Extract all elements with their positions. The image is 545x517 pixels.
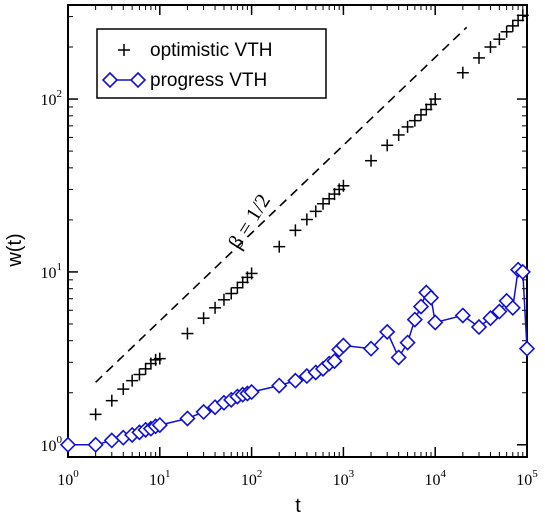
optimistic-vth-point xyxy=(408,114,421,127)
optimistic-vth-point xyxy=(484,41,497,54)
optimistic-vth-point xyxy=(300,213,313,226)
optimistic-vth-point xyxy=(181,327,194,340)
progress-vth-point xyxy=(514,263,531,281)
plot-frame xyxy=(67,4,528,458)
optimistic-vth-point xyxy=(245,267,258,280)
progress-vth-point xyxy=(427,314,444,331)
annotation-beta: β = 1/2 xyxy=(223,190,275,253)
optimistic-vth-point xyxy=(139,362,152,375)
optimistic-vth-point xyxy=(225,287,238,300)
optimistic-vth-point xyxy=(209,301,222,314)
optimistic-vth-point xyxy=(506,19,519,32)
legend-label-optimistic: optimistic VTH xyxy=(150,40,272,61)
series-optimistic-vth xyxy=(89,9,529,421)
optimistic-vth-point xyxy=(105,394,118,407)
series-progress-vth xyxy=(59,261,536,453)
y-axis-label: w(t) xyxy=(4,233,26,267)
optimistic-vth-point xyxy=(126,374,139,387)
optimistic-vth-point xyxy=(414,108,427,121)
progress-vth-point xyxy=(243,383,260,401)
legend: optimistic VTH progress VTH xyxy=(96,28,327,99)
legend-marker-optimistic xyxy=(118,44,130,56)
progress-vth-point xyxy=(491,303,508,320)
tick-labels: 100 101 102 103 104 105 100 101 102 xyxy=(41,88,539,489)
progress-vth-point xyxy=(151,416,168,434)
x-tick-label: 100 xyxy=(57,468,79,489)
optimistic-vth-point xyxy=(273,240,286,253)
optimistic-vth-point xyxy=(197,312,210,325)
progress-vth-point xyxy=(59,436,77,453)
optimistic-vth-point xyxy=(309,205,322,218)
optimistic-vth-point xyxy=(317,197,330,210)
progress-vth-point xyxy=(335,337,352,354)
progress-vth-point xyxy=(470,318,488,336)
progress-vth-point xyxy=(390,349,407,366)
legend-diamond-icon xyxy=(101,71,119,89)
optimistic-vth-point xyxy=(456,66,469,79)
optimistic-vth-point xyxy=(516,9,529,22)
progress-vth-point xyxy=(195,403,212,421)
y-tick-label: 102 xyxy=(41,88,63,109)
optimistic-vth-point xyxy=(133,368,146,381)
progress-vth-point xyxy=(504,299,521,316)
optimistic-vth-point xyxy=(117,383,130,396)
y-tick-label: 100 xyxy=(41,434,63,455)
optimistic-vth-point xyxy=(500,25,513,38)
progress-vth-point xyxy=(103,432,120,449)
optimistic-vth-point xyxy=(153,352,166,365)
progress-vth-point xyxy=(518,340,536,357)
x-tick-label: 105 xyxy=(516,468,538,489)
progress-vth-point xyxy=(379,323,396,341)
x-tick-label: 103 xyxy=(333,468,355,489)
x-tick-label: 104 xyxy=(424,468,446,489)
progress-vth-point xyxy=(482,310,499,327)
legend-label-progress: progress VTH xyxy=(150,70,267,91)
guide-line xyxy=(95,26,468,383)
optimistic-vth-point xyxy=(231,281,244,294)
optimistic-vth-point xyxy=(493,33,506,46)
y-tick-label: 101 xyxy=(41,261,63,282)
legend-plus-icon xyxy=(118,44,130,56)
x-axis-label: t xyxy=(295,495,301,517)
progress-vth-point xyxy=(412,298,430,315)
progress-vth-point xyxy=(399,334,416,351)
optimistic-vth-point xyxy=(289,224,302,237)
progress-vth-point xyxy=(287,372,304,389)
progress-vth-point xyxy=(271,377,288,394)
guide-line-group xyxy=(95,26,468,383)
x-tick-label: 102 xyxy=(241,468,263,489)
optimistic-vth-point xyxy=(217,293,230,306)
progress-vth-point xyxy=(362,340,380,357)
progress-vth-point xyxy=(406,311,423,328)
optimistic-vth-point xyxy=(381,139,394,152)
optimistic-vth-point xyxy=(337,179,350,192)
progress-vth-point xyxy=(422,289,440,306)
optimistic-vth-point xyxy=(401,120,414,133)
progress-vth-point xyxy=(87,436,104,453)
progress-vth-point xyxy=(454,307,471,324)
legend-box xyxy=(96,28,327,99)
legend-marker-progress xyxy=(101,71,147,89)
optimistic-vth-point xyxy=(392,128,405,141)
optimistic-vth-point xyxy=(89,408,102,421)
legend-diamond-icon xyxy=(129,71,147,89)
progress-vth-point xyxy=(179,410,196,427)
optimistic-vth-point xyxy=(472,51,485,64)
optimistic-vth-point xyxy=(365,154,378,167)
progress-vth-line xyxy=(68,268,528,446)
progress-vth-point xyxy=(326,352,343,370)
x-tick-label: 101 xyxy=(149,468,171,489)
optimistic-vth-point xyxy=(429,93,442,106)
